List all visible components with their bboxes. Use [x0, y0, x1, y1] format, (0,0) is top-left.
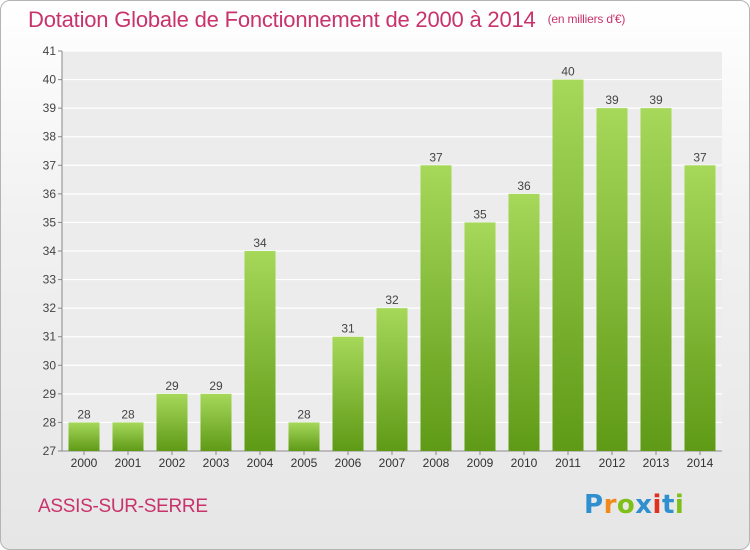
- bar-2013: [640, 108, 672, 452]
- y-tick-label: 30: [43, 358, 57, 372]
- proxiti-logo: Proxiti: [584, 490, 684, 520]
- logo-letter: i: [674, 490, 685, 520]
- x-tick-label-2001: 2001: [115, 456, 142, 470]
- y-tick-label: 34: [43, 244, 57, 258]
- y-tick-label: 35: [43, 215, 57, 229]
- bar-2000: [68, 422, 100, 451]
- logo-letter: o: [616, 490, 636, 520]
- bar-2002: [156, 393, 188, 451]
- bar-2012: [596, 108, 628, 452]
- y-tick-label: 29: [43, 387, 57, 401]
- value-label-2012: 39: [605, 93, 619, 107]
- x-tick-label-2013: 2013: [643, 456, 670, 470]
- value-label-2014: 37: [693, 150, 707, 164]
- bar-2001: [112, 422, 144, 451]
- logo-letter: P: [584, 490, 604, 520]
- x-tick-label-2008: 2008: [423, 456, 450, 470]
- x-tick-label-2005: 2005: [291, 456, 318, 470]
- x-tick-label-2010: 2010: [511, 456, 538, 470]
- x-tick-label-2002: 2002: [159, 456, 186, 470]
- value-label-2003: 29: [209, 379, 223, 393]
- logo-letter: t: [661, 490, 675, 520]
- bar-2011: [552, 79, 584, 452]
- value-label-2009: 35: [473, 207, 487, 221]
- value-label-2013: 39: [649, 93, 663, 107]
- y-tick-label: 36: [43, 187, 57, 201]
- value-label-2007: 32: [385, 293, 399, 307]
- value-label-2001: 28: [121, 407, 135, 421]
- bar-2004: [244, 251, 276, 451]
- y-tick-label: 40: [43, 73, 57, 87]
- x-tick-label-2006: 2006: [335, 456, 362, 470]
- bar-2014: [684, 165, 716, 452]
- value-label-2011: 40: [561, 65, 575, 79]
- chart-title: Dotation Globale de Fonctionnement de 20…: [28, 7, 625, 33]
- x-tick-label-2000: 2000: [71, 456, 98, 470]
- value-label-2004: 34: [253, 236, 267, 250]
- bar-2010: [508, 193, 540, 451]
- y-tick-label: 33: [43, 273, 57, 287]
- logo-letter: x: [635, 490, 653, 520]
- x-tick-label-2011: 2011: [555, 456, 581, 470]
- commune-name: ASSIS-SUR-SERRE: [38, 496, 208, 517]
- y-tick-label: 28: [43, 415, 57, 429]
- y-tick-label: 27: [43, 444, 57, 458]
- y-tick-label: 31: [43, 330, 57, 344]
- value-label-2008: 37: [429, 150, 443, 164]
- logo-letter: r: [603, 490, 617, 520]
- value-label-2005: 28: [297, 407, 311, 421]
- bar-2005: [288, 422, 320, 451]
- logo-letter: i: [652, 490, 662, 520]
- value-label-2002: 29: [165, 379, 179, 393]
- x-tick-label-2012: 2012: [599, 456, 626, 470]
- x-tick-label-2014: 2014: [687, 456, 714, 470]
- value-label-2006: 31: [341, 322, 355, 336]
- bar-2006: [332, 336, 364, 451]
- x-tick-label-2007: 2007: [379, 456, 406, 470]
- bar-2008: [420, 165, 452, 452]
- title-text: Dotation Globale de Fonctionnement de 20…: [28, 7, 536, 32]
- x-tick-label-2009: 2009: [467, 456, 494, 470]
- y-tick-label: 37: [43, 158, 57, 172]
- x-tick-label-2003: 2003: [203, 456, 230, 470]
- title-unit: (en milliers d'€): [547, 12, 626, 26]
- bar-2007: [376, 308, 408, 451]
- y-tick-label: 32: [43, 301, 57, 315]
- y-tick-label: 41: [43, 44, 57, 58]
- value-label-2000: 28: [77, 407, 91, 421]
- x-tick-label-2004: 2004: [247, 456, 274, 470]
- y-tick-label: 38: [43, 130, 57, 144]
- bar-2009: [464, 222, 496, 451]
- y-tick-label: 39: [43, 101, 57, 115]
- bar-2003: [200, 393, 232, 451]
- value-label-2010: 36: [517, 179, 531, 193]
